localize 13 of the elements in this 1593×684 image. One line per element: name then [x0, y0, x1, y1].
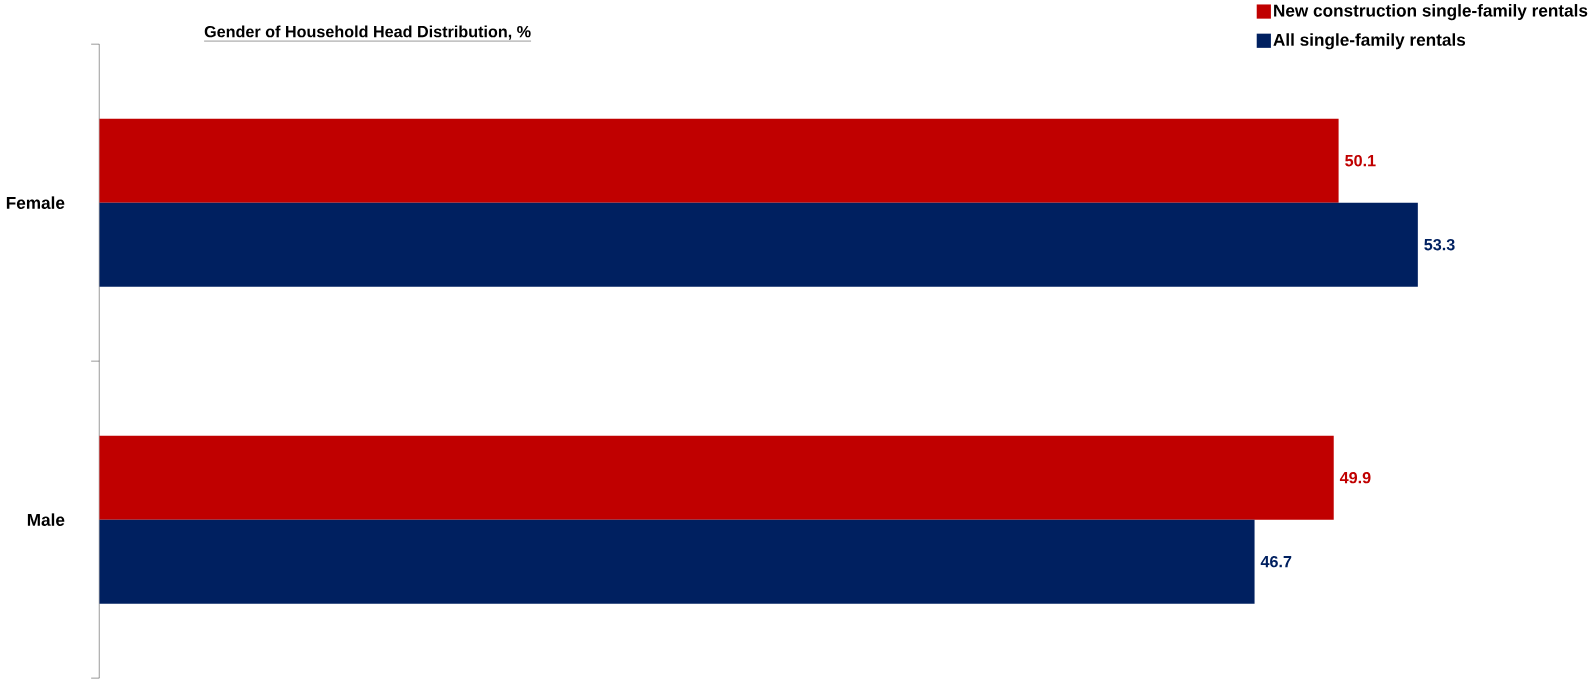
data-label: 50.1: [1345, 155, 1376, 167]
data-label: 49.9: [1339, 472, 1371, 484]
bar: [99, 519, 1255, 604]
data-label: 46.7: [1260, 556, 1292, 568]
legend-label: All single-family rentals: [1273, 33, 1466, 50]
y-tick-label: Female: [6, 196, 65, 210]
bar: [99, 118, 1339, 203]
legend-label: New construction single-family rentals: [1274, 4, 1588, 21]
data-label: 53.3: [1424, 239, 1455, 251]
chart-title: Gender of Household Head Distribution, %: [204, 25, 531, 40]
bar: [99, 202, 1418, 287]
y-tick-label: Male: [27, 513, 65, 527]
bar: [99, 435, 1334, 520]
